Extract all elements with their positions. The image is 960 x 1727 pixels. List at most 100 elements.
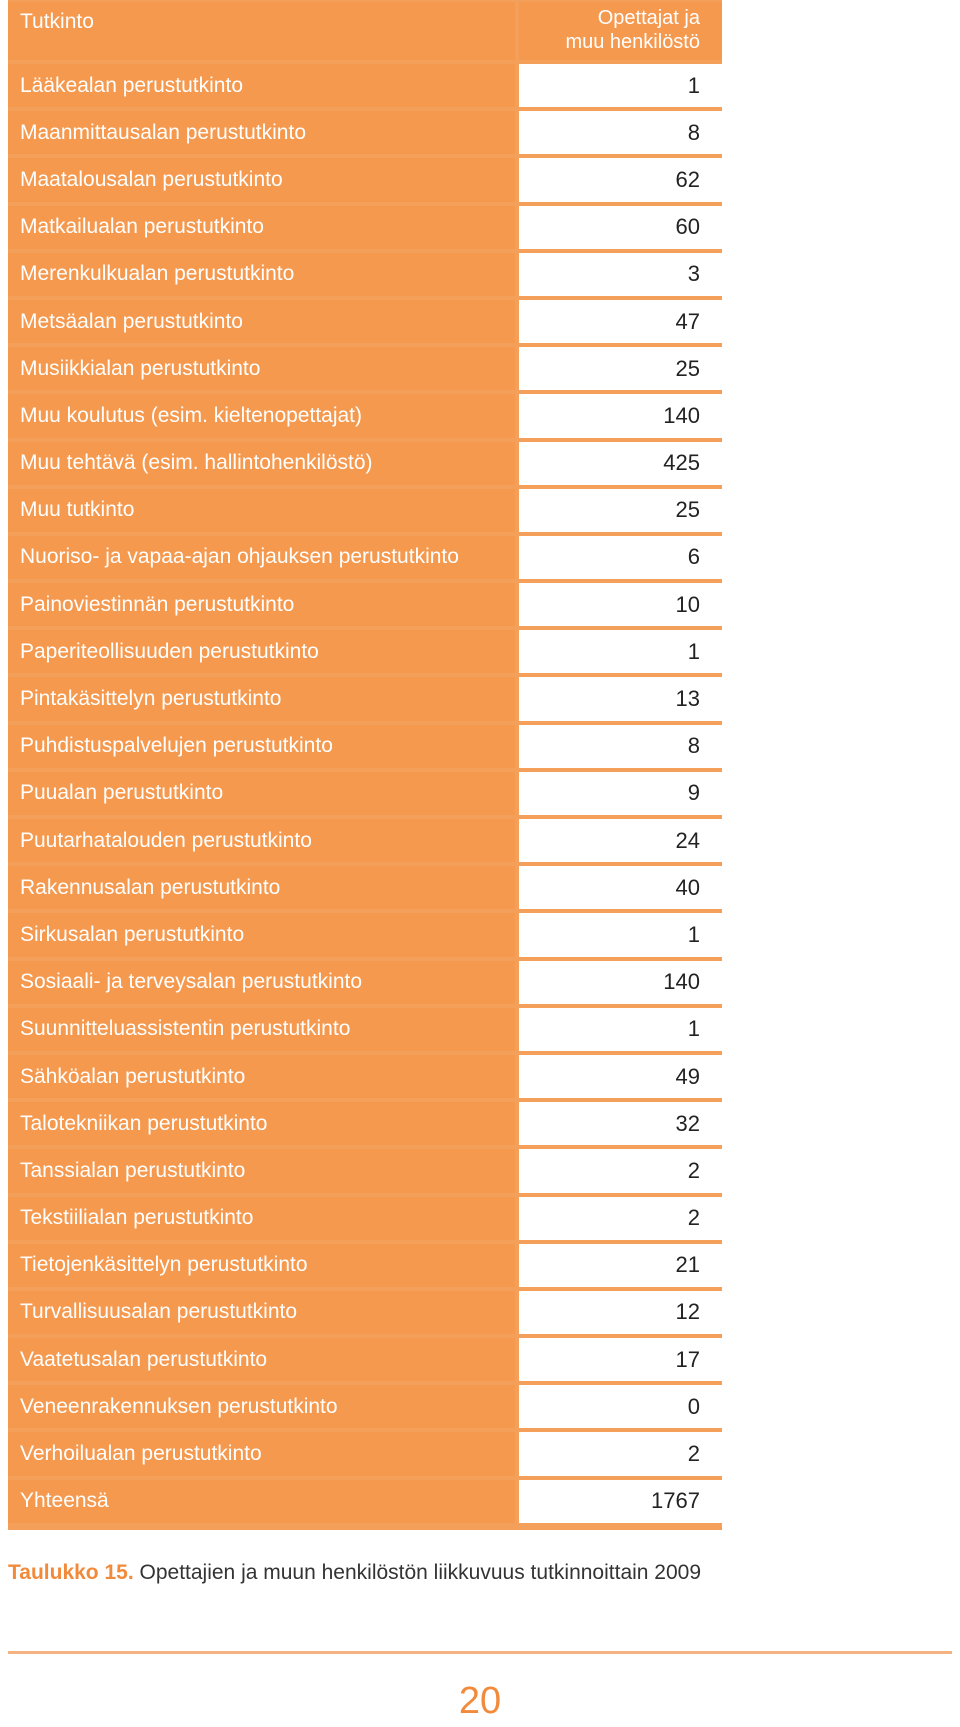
row-tutkinto: Sirkusalan perustutkinto	[8, 913, 515, 957]
table-row: Puutarhatalouden perustutkinto 24	[8, 817, 722, 864]
row-value: 25	[519, 347, 722, 391]
row-value: 6	[519, 535, 722, 580]
page-number: 20	[458, 1680, 502, 1722]
table-row: Sirkusalan perustutkinto 1	[8, 911, 722, 958]
table-row: Merenkulkualan perustutkinto 3	[8, 251, 722, 298]
row-value: 1767	[519, 1479, 722, 1523]
table-row: Muu tehtävä (esim. hallintohenkilöstö) 42…	[8, 440, 722, 487]
table-row: Veneenrakennuksen perustutkinto 0	[8, 1383, 722, 1430]
table-row: Lääkealan perustutkinto 1	[8, 62, 722, 109]
table-row: Muu koulutus (esim. kieltenopettajat) 140	[8, 392, 722, 439]
row-value: 10	[519, 583, 722, 627]
row-tutkinto: Sosiaali- ja terveysalan perustutkinto	[8, 960, 515, 1004]
table-row: Rakennusalan perustutkinto 40	[8, 864, 722, 911]
table-row: Tekstiilialan perustutkinto 2	[8, 1195, 722, 1242]
footer-divider	[8, 1651, 952, 1654]
row-tutkinto: Painoviestinnän perustutkinto	[8, 583, 515, 627]
row-value: 425	[519, 441, 722, 485]
row-value: 8	[519, 111, 722, 155]
table-header: Tutkinto Opettajat ja muu henkilöstö	[8, 0, 722, 62]
row-value: 12	[519, 1290, 722, 1335]
table-row: Tietojenkäsittelyn perustutkinto 21	[8, 1242, 722, 1289]
row-value: 2	[519, 1196, 722, 1240]
row-tutkinto: Tekstiilialan perustutkinto	[8, 1196, 515, 1240]
row-value: 21	[519, 1243, 722, 1287]
row-value: 0	[519, 1385, 722, 1429]
row-tutkinto: Veneenrakennuksen perustutkinto	[8, 1385, 515, 1429]
table-row: Talotekniikan perustutkinto 32	[8, 1100, 722, 1147]
row-value: 2	[519, 1149, 722, 1193]
header-value-line2: muu henkilöstö	[565, 31, 700, 53]
caption-text: Opettajien ja muun henkilöstön liikkuvuu…	[139, 1561, 702, 1584]
row-value: 49	[519, 1054, 722, 1099]
row-tutkinto: Musiikkialan perustutkinto	[8, 347, 515, 391]
row-value: 62	[519, 158, 722, 202]
header-value-line1: Opettajat ja	[597, 7, 700, 29]
table-row: Sähköalan perustutkinto 49	[8, 1053, 722, 1100]
row-tutkinto: Muu koulutus (esim. kieltenopettajat)	[8, 394, 515, 438]
row-tutkinto: Merenkulkualan perustutkinto	[8, 252, 515, 296]
header-tutkinto: Tutkinto	[8, 2, 515, 60]
data-table: Tutkinto Opettajat ja muu henkilöstö Lää…	[8, 0, 722, 1530]
table-row: Metsäalan perustutkinto 47	[8, 298, 722, 345]
row-value: 13	[519, 677, 722, 721]
row-tutkinto: Matkailualan perustutkinto	[8, 205, 515, 249]
table-row: Pintakäsittelyn perustutkinto 13	[8, 675, 722, 722]
table-caption: Taulukko 15. Opettajien ja muun henkilös…	[8, 1561, 701, 1585]
row-value: 17	[519, 1338, 722, 1382]
table-row: Tanssialan perustutkinto 2	[8, 1147, 722, 1194]
row-value: 47	[519, 299, 722, 344]
table-row: Muu tutkinto 25	[8, 487, 722, 534]
table-row: Puhdistuspalvelujen perustutkinto 8	[8, 723, 722, 770]
row-tutkinto: Verhoilualan perustutkinto	[8, 1432, 515, 1476]
table-row: Turvallisuusalan perustutkinto 12	[8, 1289, 722, 1336]
row-tutkinto: Puhdistuspalvelujen perustutkinto	[8, 724, 515, 768]
row-value: 1	[519, 630, 722, 674]
row-tutkinto: Yhteensä	[8, 1479, 515, 1523]
row-value: 60	[519, 205, 722, 249]
table-row: Sosiaali- ja terveysalan perustutkinto 14…	[8, 959, 722, 1006]
table-row: Maanmittausalan perustutkinto 8	[8, 109, 722, 156]
table-row: Paperiteollisuuden perustutkinto 1	[8, 628, 722, 675]
row-tutkinto: Pintakäsittelyn perustutkinto	[8, 677, 515, 721]
row-value: 140	[519, 394, 722, 438]
row-value: 2	[519, 1432, 722, 1476]
header-value: Opettajat ja muu henkilöstö	[519, 2, 722, 60]
row-value: 9	[519, 771, 722, 815]
table-row: Puualan perustutkinto 9	[8, 770, 722, 817]
row-value: 25	[519, 488, 722, 532]
table-row: Suunnitteluassistentin perustutkinto 1	[8, 1006, 722, 1053]
row-value: 24	[519, 819, 722, 863]
row-tutkinto: Suunnitteluassistentin perustutkinto	[8, 1007, 515, 1051]
table-row: Yhteensä 1767	[8, 1478, 722, 1525]
table-row: Vaatetusalan perustutkinto 17	[8, 1336, 722, 1383]
caption-label: Taulukko 15.	[8, 1561, 134, 1584]
row-tutkinto: Sähköalan perustutkinto	[8, 1054, 515, 1099]
table-row: Verhoilualan perustutkinto 2	[8, 1430, 722, 1477]
row-tutkinto: Tietojenkäsittelyn perustutkinto	[8, 1243, 515, 1287]
row-value: 140	[519, 960, 722, 1004]
row-tutkinto: Puualan perustutkinto	[8, 771, 515, 815]
row-tutkinto: Puutarhatalouden perustutkinto	[8, 819, 515, 863]
table-body: Lääkealan perustutkinto 1 Maanmittausalan …	[8, 62, 722, 1525]
table-row: Maatalousalan perustutkinto 62	[8, 156, 722, 203]
row-tutkinto: Lääkealan perustutkinto	[8, 64, 515, 108]
row-tutkinto: Maanmittausalan perustutkinto	[8, 111, 515, 155]
row-tutkinto: Metsäalan perustutkinto	[8, 299, 515, 344]
row-value: 8	[519, 724, 722, 768]
row-value: 3	[519, 252, 722, 296]
row-tutkinto: Paperiteollisuuden perustutkinto	[8, 630, 515, 674]
row-tutkinto: Muu tehtävä (esim. hallintohenkilöstö)	[8, 441, 515, 485]
table-row: Painoviestinnän perustutkinto 10	[8, 581, 722, 628]
table-row: Musiikkialan perustutkinto 25	[8, 345, 722, 392]
table-row: Nuoriso- ja vapaa-ajan ohjauksen perustu…	[8, 534, 722, 581]
row-value: 40	[519, 866, 722, 910]
row-value: 1	[519, 1007, 722, 1051]
row-tutkinto: Muu tutkinto	[8, 488, 515, 532]
table-row: Matkailualan perustutkinto 60	[8, 204, 722, 251]
row-tutkinto: Vaatetusalan perustutkinto	[8, 1338, 515, 1382]
row-tutkinto: Rakennusalan perustutkinto	[8, 866, 515, 910]
row-tutkinto: Tanssialan perustutkinto	[8, 1149, 515, 1193]
row-value: 1	[519, 64, 722, 108]
row-tutkinto: Nuoriso- ja vapaa-ajan ohjauksen perustu…	[8, 535, 515, 580]
